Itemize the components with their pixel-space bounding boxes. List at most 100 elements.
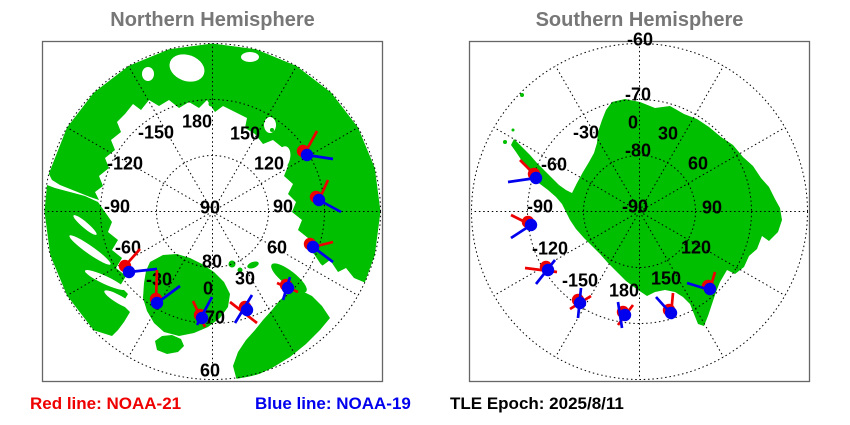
noaa19-vector — [576, 287, 583, 319]
graticule-label: -60 — [115, 238, 141, 258]
noaa19-vector — [281, 276, 292, 301]
graticule-label: 90 — [702, 198, 722, 218]
satellite-marker — [569, 287, 592, 319]
landmass — [143, 254, 230, 336]
sea-inlet — [142, 67, 154, 81]
noaa19-vector — [686, 281, 711, 292]
graticule-label: -80 — [625, 141, 651, 161]
sea-inlet — [304, 259, 336, 297]
island — [237, 267, 243, 273]
noaa19-vector — [306, 153, 334, 161]
graticule-label: 90 — [200, 198, 220, 218]
graticule-label: -60 — [627, 30, 653, 50]
island — [247, 261, 259, 269]
noaa19-vector — [507, 176, 537, 184]
landmass — [155, 335, 184, 354]
island — [228, 260, 236, 268]
graticule-label: -120 — [532, 239, 568, 259]
satellite-marker — [686, 271, 717, 296]
noaa21-vector — [123, 248, 142, 267]
noaa19-vector — [312, 245, 334, 264]
satellite-marker — [118, 248, 158, 279]
sea-inlet — [73, 215, 97, 235]
noaa19-vector — [616, 301, 624, 329]
graticule-label: -30 — [146, 270, 172, 290]
noaa19-dot — [618, 308, 632, 322]
satellite-marker — [507, 159, 543, 185]
graticule-label: 0 — [628, 113, 638, 133]
sea-inlet — [69, 235, 111, 265]
noaa19-vector — [534, 259, 557, 285]
graticule-label: 120 — [254, 154, 284, 174]
graticule-label: 30 — [658, 124, 678, 144]
graticule-label: 30 — [235, 269, 255, 289]
graticule-label: 120 — [681, 238, 711, 258]
noaa19-vector — [233, 294, 254, 324]
satellite-marker — [296, 130, 334, 162]
noaa19-vector — [128, 267, 158, 274]
noaa21-vector — [154, 269, 159, 300]
satellite-marker — [616, 301, 635, 329]
graticule-label: 0 — [203, 279, 213, 299]
sea-inlet — [275, 146, 291, 170]
southern-hemisphere-map: -60 -70 0 -30 30 -80 -60 60 -90 -90 90 -120 120 -150 1… — [468, 30, 811, 383]
graticule-label: -150 — [138, 123, 174, 143]
sea-inlet — [84, 270, 126, 290]
noaa19-vector — [156, 284, 181, 305]
island — [520, 93, 524, 97]
satellite-marker — [149, 269, 181, 310]
graticule-label: -60 — [541, 155, 567, 175]
satellite-marker — [510, 213, 538, 240]
south-map-title: Southern Hemisphere — [535, 9, 744, 31]
island — [511, 128, 515, 132]
sea-inlet — [264, 117, 276, 133]
landmass — [44, 185, 130, 336]
noaa21-vector — [519, 159, 536, 176]
map-border — [41, 40, 384, 383]
legend-noaa19: Blue line: NOAA-19 — [255, 394, 411, 413]
noaa19-vector — [318, 198, 342, 214]
legend-noaa21: Red line: NOAA-21 — [30, 394, 182, 413]
satellite-marker — [229, 294, 258, 325]
graticule — [44, 43, 381, 380]
satellite-marker — [309, 179, 342, 214]
satellite-marker — [191, 296, 214, 328]
sea-inlet — [104, 290, 136, 310]
north-map-title: Northern Hemisphere — [110, 9, 315, 31]
graticule-label: 90 — [273, 197, 293, 217]
satellite-marker — [524, 259, 558, 285]
graticule-label: 180 — [609, 281, 639, 301]
landmass — [511, 99, 782, 326]
satellite-marker — [303, 237, 334, 264]
sea-inlet — [169, 54, 205, 82]
graticule-label: -90 — [622, 197, 648, 217]
noaa19-vector — [510, 223, 532, 240]
island — [503, 140, 507, 144]
graticule-label: -30 — [573, 123, 599, 143]
sea-inlet — [241, 52, 259, 62]
noaa19-vector — [195, 296, 214, 326]
satellite-marker — [654, 292, 678, 320]
satellite-marker — [276, 276, 299, 301]
tle-epoch-label: TLE Epoch: 2025/8/11 — [450, 394, 624, 413]
graticule-label: 60 — [267, 238, 287, 258]
island — [262, 132, 268, 138]
graticule — [471, 43, 808, 380]
map-border — [468, 40, 811, 383]
northern-hemisphere-map: 180 -150 150 -120 120 -90 90 90 -60 60 80 -30 30 0 70 6… — [41, 40, 384, 383]
graticule-label: 60 — [200, 361, 220, 381]
graticule-label: -70 — [625, 85, 651, 105]
graticule-label: 80 — [202, 252, 222, 272]
graticule-label: 70 — [205, 308, 225, 328]
graticule-label: -150 — [562, 271, 598, 291]
noaa19-vector — [654, 296, 676, 318]
landmass — [233, 290, 330, 381]
graticule-label: 150 — [230, 124, 260, 144]
graticule-label: -120 — [107, 154, 143, 174]
graticule-label: -90 — [527, 197, 553, 217]
island — [270, 128, 274, 132]
graticule-label: 60 — [688, 154, 708, 174]
graticule-label: 180 — [182, 112, 212, 132]
graticule-label: -90 — [104, 197, 130, 217]
